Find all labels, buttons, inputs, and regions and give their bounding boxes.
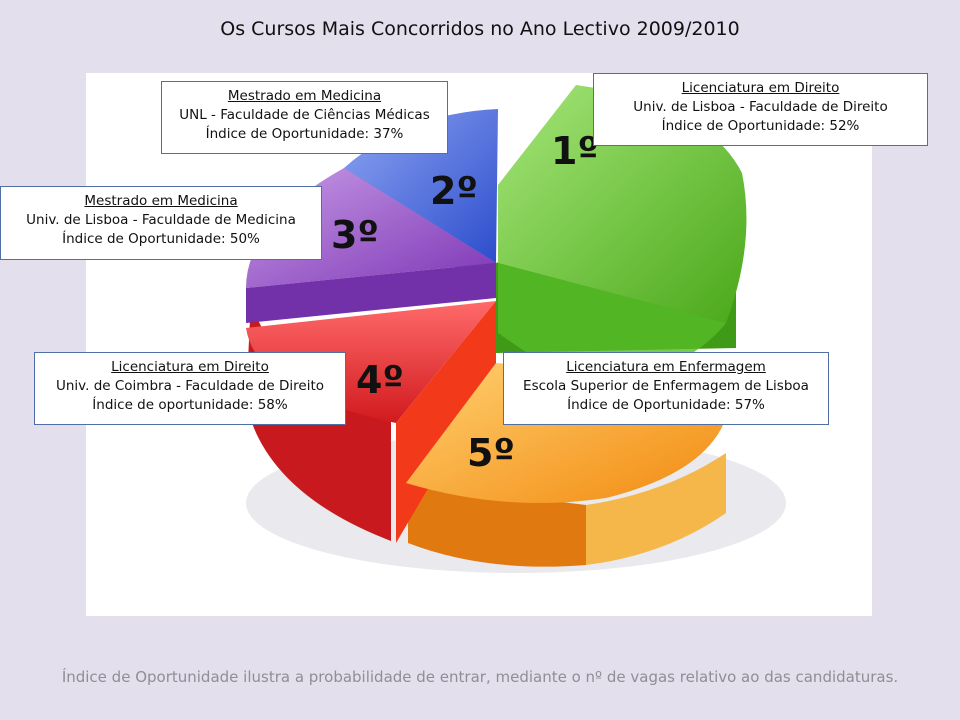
callout-course: Mestrado em Medicina [84, 193, 238, 209]
callout-index: Índice de Oportunidade: 52% [661, 118, 860, 134]
callout-rank-1: Licenciatura em Direito Univ. de Lisboa … [593, 73, 928, 146]
rank-2-label: 2º [430, 169, 478, 213]
pie-illustration [246, 85, 786, 573]
callout-rank-2: Mestrado em Medicina UNL - Faculdade de … [161, 81, 448, 154]
callout-institution: UNL - Faculdade de Ciências Médicas [179, 107, 430, 123]
callout-index: Índice de Oportunidade: 50% [62, 231, 260, 247]
callout-rank-3: Mestrado em Medicina Univ. de Lisboa - F… [0, 186, 322, 260]
slide-title: Os Cursos Mais Concorridos no Ano Lectiv… [220, 18, 740, 40]
slice-5-side-right [586, 453, 726, 565]
pie-illustration-panel [86, 73, 872, 616]
callout-institution: Univ. de Lisboa - Faculdade de Direito [633, 99, 888, 115]
callout-institution: Univ. de Coimbra - Faculdade de Direito [55, 378, 325, 394]
callout-institution: Escola Superior de Enfermagem de Lisboa [523, 378, 809, 394]
callout-rank-4: Licenciatura em Direito Univ. de Coimbra… [34, 352, 346, 425]
slice-3-side [246, 263, 496, 323]
rank-1-label: 1º [551, 129, 599, 173]
slice-5-side [408, 483, 586, 567]
callout-course: Mestrado em Medicina [227, 88, 382, 104]
footnote: Índice de Oportunidade ilustra a probabi… [61, 668, 899, 686]
callout-rank-5: Licenciatura em Enfermagem Escola Superi… [503, 352, 829, 425]
rank-4-label: 4º [356, 358, 404, 402]
callout-index: Índice de Oportunidade: 57% [567, 397, 765, 413]
callout-index: Índice de Oportunidade: 37% [205, 126, 404, 142]
callout-institution: Univ. de Lisboa - Faculdade de Medicina [26, 212, 296, 228]
callout-index: Índice de oportunidade: 58% [92, 397, 288, 413]
callout-course: Licenciatura em Enfermagem [566, 359, 766, 375]
rank-3-label: 3º [331, 213, 379, 257]
rank-5-label: 5º [467, 431, 515, 475]
callout-course: Licenciatura em Direito [681, 80, 840, 96]
callout-course: Licenciatura em Direito [111, 359, 269, 375]
